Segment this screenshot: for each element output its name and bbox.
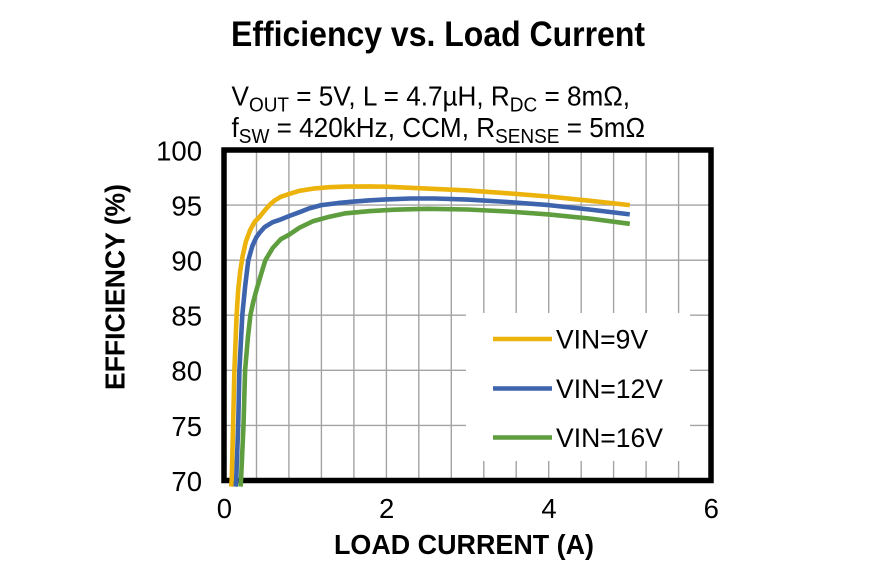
svg-text:VIN=12V: VIN=12V xyxy=(556,374,663,404)
svg-text:4: 4 xyxy=(541,493,556,524)
svg-text:VOUT​ = 5V, L = 4.7µH, RDC​ =: VOUT​ = 5V, L = 4.7µH, RDC​ = 8mΩ, xyxy=(232,81,631,117)
svg-text:VIN=16V: VIN=16V xyxy=(556,423,663,453)
svg-text:70: 70 xyxy=(171,466,202,497)
svg-text:85: 85 xyxy=(171,301,202,332)
svg-text:100: 100 xyxy=(156,135,202,166)
svg-text:0: 0 xyxy=(217,493,232,524)
svg-text:EFFICIENCY (%): EFFICIENCY (%) xyxy=(100,184,131,390)
svg-text:LOAD CURRENT (A): LOAD CURRENT (A) xyxy=(334,529,594,560)
svg-text:75: 75 xyxy=(171,411,202,442)
svg-text:95: 95 xyxy=(171,191,202,222)
svg-text:VIN=9V: VIN=9V xyxy=(556,324,648,354)
svg-text:90: 90 xyxy=(171,246,202,277)
svg-text:80: 80 xyxy=(171,356,202,387)
svg-text:6: 6 xyxy=(704,493,719,524)
svg-text:fSW​ = 420kHz, CCM, RSENSE​ =: fSW​ = 420kHz, CCM, RSENSE​ = 5mΩ xyxy=(232,112,646,148)
svg-text:2: 2 xyxy=(379,493,394,524)
svg-text:Efficiency vs. Load Current: Efficiency vs. Load Current xyxy=(231,15,645,54)
